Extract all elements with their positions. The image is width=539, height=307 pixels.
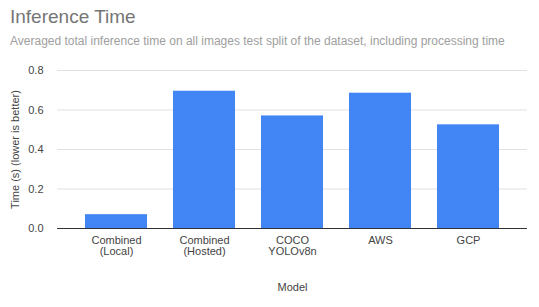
- svg-text:Combined(Hosted): Combined(Hosted): [179, 234, 229, 257]
- svg-text:COCOYOLOv8n: COCOYOLOv8n: [268, 234, 316, 257]
- svg-text:Model: Model: [278, 281, 308, 293]
- svg-text:0.6: 0.6: [28, 104, 43, 116]
- svg-text:Combined(Local): Combined(Local): [91, 234, 141, 257]
- svg-text:0.0: 0.0: [28, 222, 43, 234]
- svg-text:GCP: GCP: [457, 234, 481, 246]
- svg-text:0.8: 0.8: [28, 64, 43, 76]
- svg-text:AWS: AWS: [368, 234, 393, 246]
- html-text:Inference Time: Inference Time: [10, 6, 136, 27]
- html-text:Averaged total inference time: Averaged total inference time on all ima…: [10, 34, 505, 48]
- svg-text:0.2: 0.2: [28, 183, 43, 195]
- svg-text:Time (s) (lower is better): Time (s) (lower is better): [9, 90, 21, 209]
- svg-text:0.4: 0.4: [28, 143, 43, 155]
